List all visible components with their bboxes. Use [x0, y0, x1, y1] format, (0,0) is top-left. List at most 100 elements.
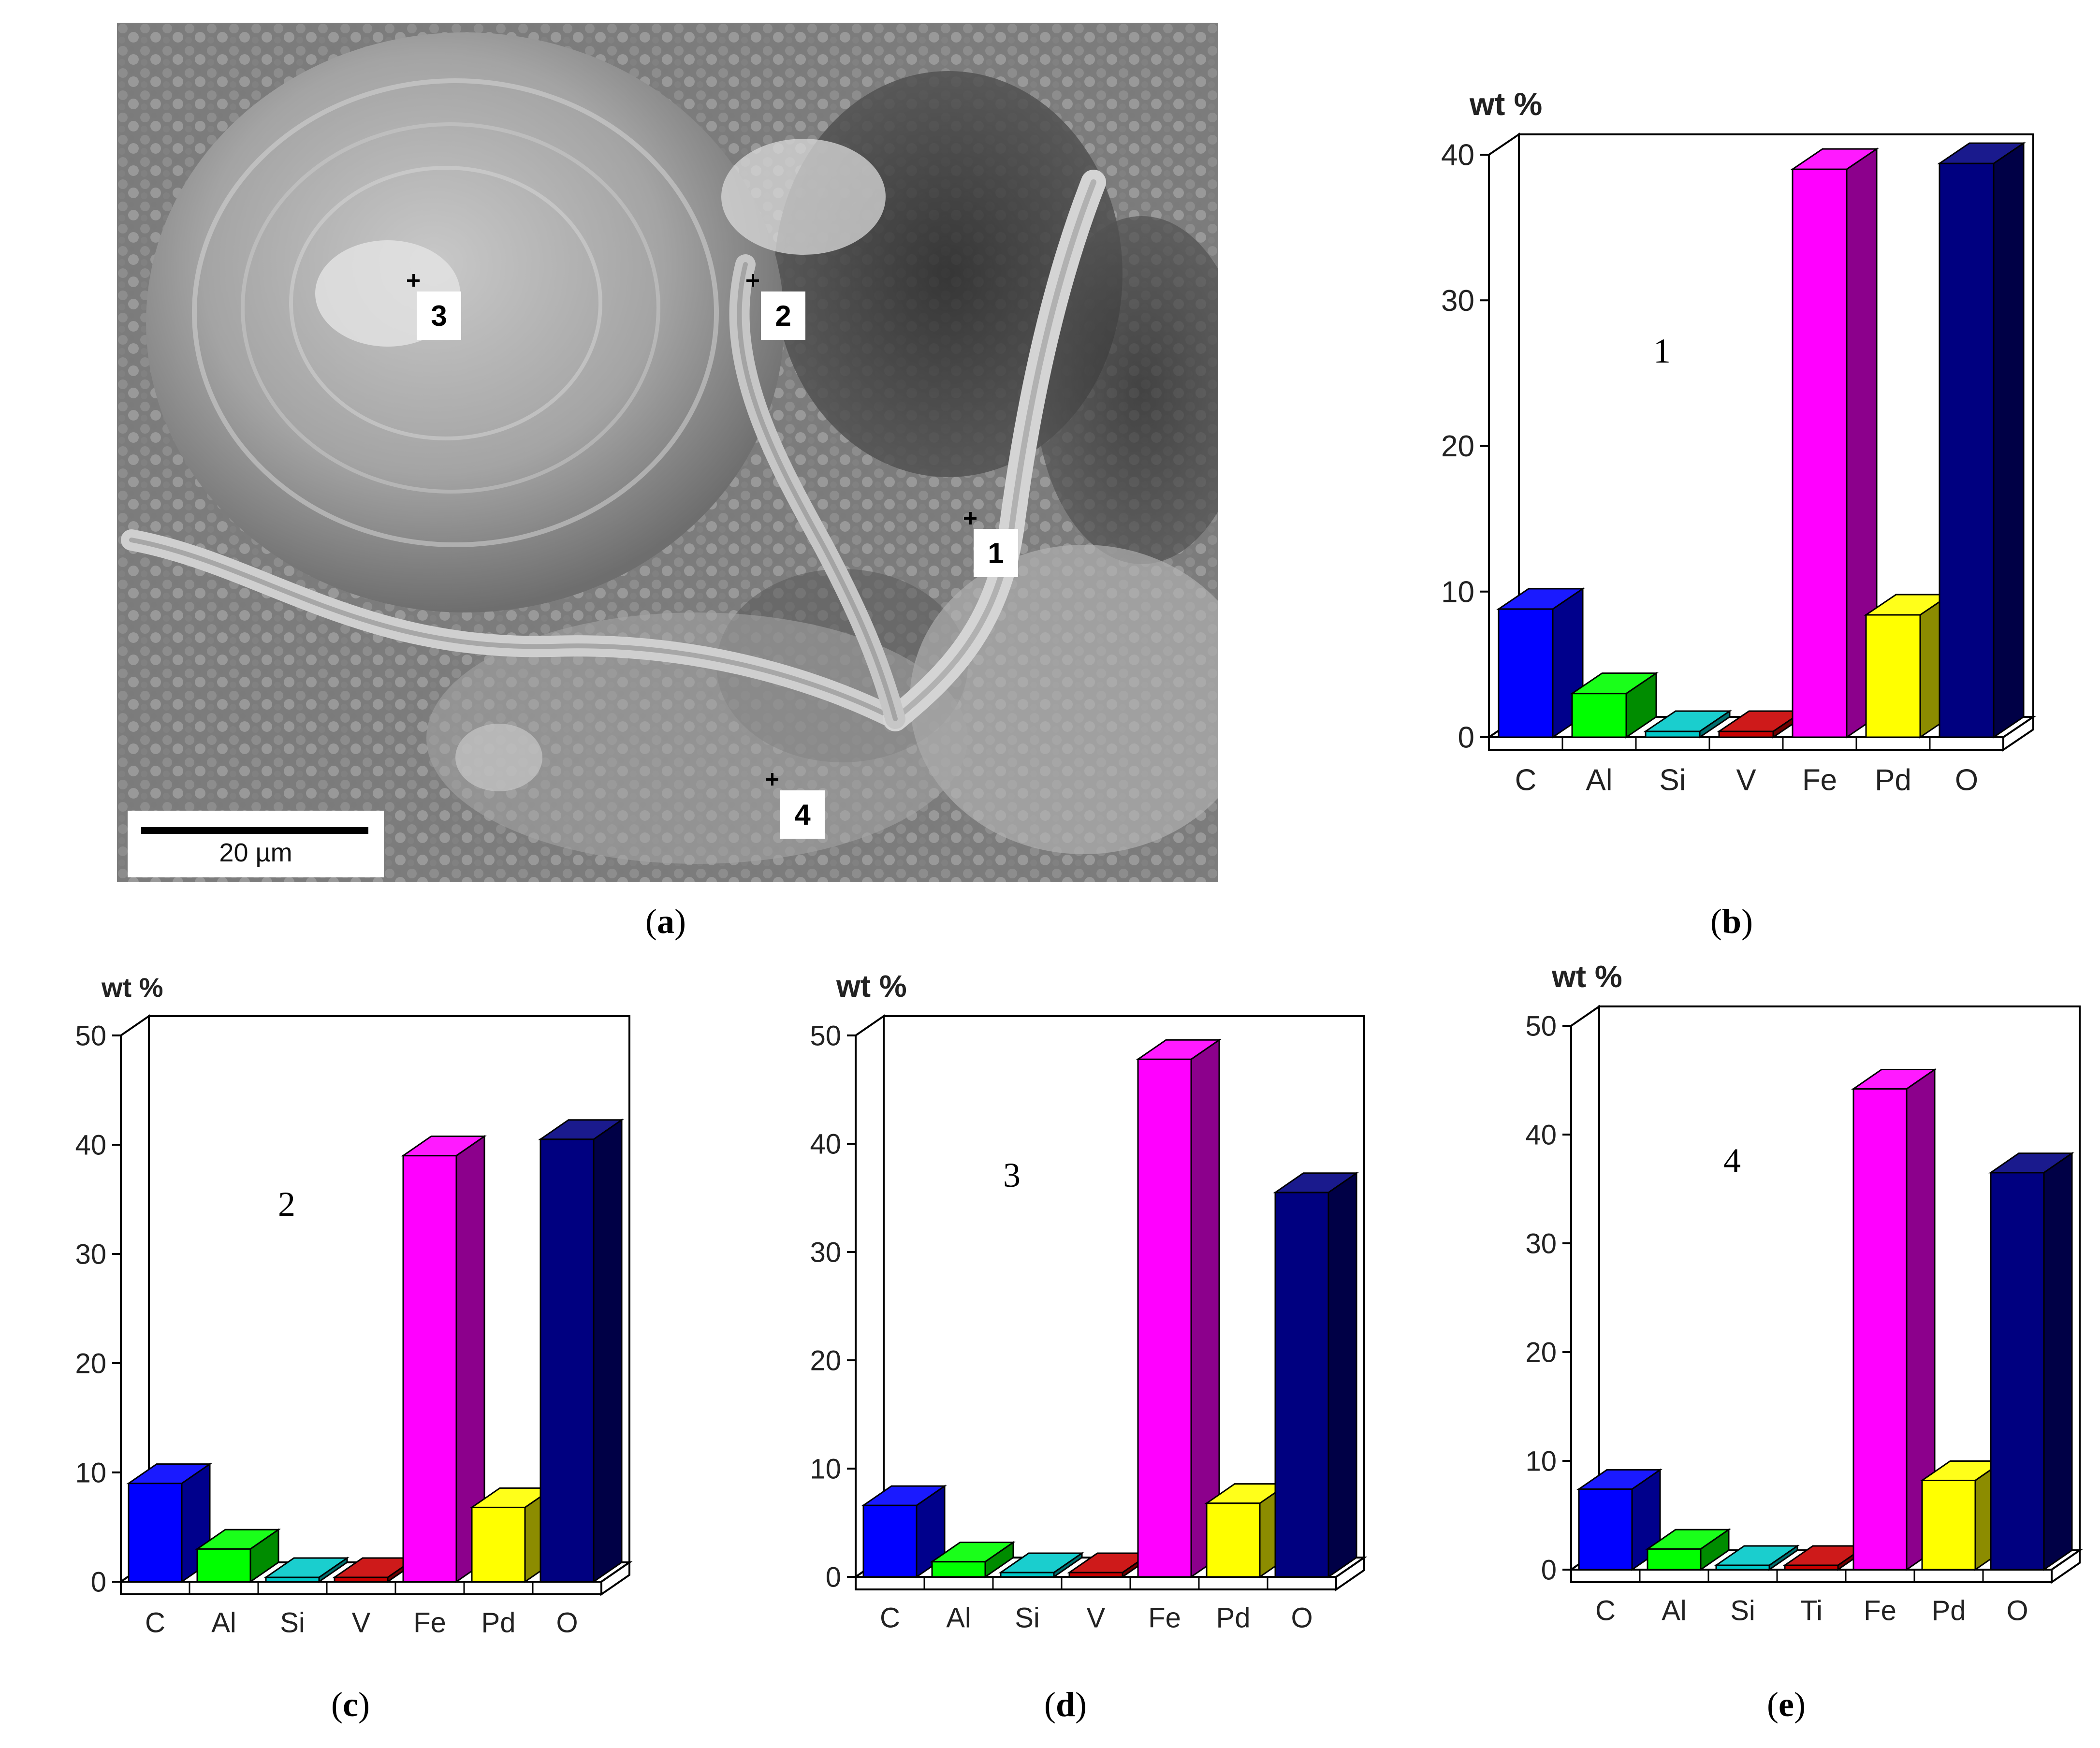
panel-label-d: (d)	[1044, 1685, 1087, 1724]
x-tick-label: Si	[1659, 764, 1686, 797]
y-tick-label: 0	[91, 1566, 106, 1598]
chart-e: 0 10 20 30 40 50 wt % C Al Si Ti Fe Pd O 4	[1487, 959, 2096, 1639]
bar-front	[1571, 693, 1627, 738]
scale-bar: 20 µm	[128, 811, 384, 877]
y-tick-label: 30	[1525, 1228, 1557, 1259]
left-wall	[855, 1014, 885, 1579]
y-tick-label: 20	[75, 1348, 106, 1379]
x-tick-label: Pd	[481, 1607, 516, 1638]
x-tick-label: Al	[211, 1607, 236, 1638]
bar-top	[1273, 1172, 1359, 1194]
scale-bar-line	[141, 827, 368, 834]
y-tick-label: 30	[1441, 284, 1474, 318]
bar-top	[1645, 1529, 1731, 1550]
bar-Pd	[1864, 593, 1953, 739]
y-tick-label: 0	[1541, 1554, 1557, 1586]
bar-Pd	[1920, 1459, 2006, 1571]
bar-C	[1496, 587, 1585, 739]
x-tick-label: C	[880, 1602, 900, 1633]
sem-micrograph: 1 2 3 4 20 µm	[117, 23, 1218, 882]
bar-O	[1937, 142, 2026, 739]
bar-top	[1790, 148, 1879, 170]
bar-top	[861, 1485, 947, 1506]
chart-e-svg: 0 10 20 30 40 50 wt % C Al Si Ti Fe Pd O 4	[1525, 959, 2083, 1626]
bar-top	[1988, 1152, 2074, 1174]
chart-c: 0 10 20 30 40 50 wt % C Al Si V Fe Pd O 2	[41, 972, 650, 1648]
chart-b-svg: 0 10 20 30 40 wt % C Al Si V Fe Pd O 1	[1441, 86, 2037, 797]
base-strip-side	[1335, 1556, 1365, 1591]
chart-d: 0 10 20 30 40 50 wt % C Al Si V Fe Pd O 3	[764, 967, 1373, 1644]
x-tick-label: Ti	[1800, 1595, 1823, 1626]
bar-front	[1137, 1058, 1192, 1578]
bar-Si	[263, 1557, 350, 1583]
bar-top	[126, 1463, 212, 1485]
bar-front	[1645, 730, 1701, 738]
bar-Si	[1643, 710, 1732, 739]
base-strip	[1488, 736, 2004, 751]
x-tick-label: Pd	[1216, 1602, 1251, 1633]
bar-front	[1865, 614, 1921, 738]
x-tick-label: O	[2006, 1595, 2028, 1626]
bar-top	[1570, 672, 1659, 695]
x-tick-label: V	[1736, 764, 1756, 797]
bar-Si	[998, 1552, 1084, 1578]
y-axis-label: wt %	[1551, 959, 1622, 994]
base-strip	[120, 1581, 602, 1595]
bar-top	[538, 1119, 624, 1140]
y-tick-label: 40	[75, 1129, 106, 1161]
bar-front	[1718, 730, 1774, 738]
chart-b: 0 10 20 30 40 wt % C Al Si V Fe Pd O 1	[1412, 77, 2040, 831]
base-strip-side	[2002, 715, 2034, 752]
bar-O	[538, 1118, 624, 1583]
bar-top	[1851, 1069, 1937, 1090]
panel-label-b: (b)	[1710, 902, 1753, 941]
bar-front	[862, 1504, 918, 1578]
bar-front	[1921, 1480, 1976, 1571]
base-strip	[855, 1576, 1337, 1590]
x-tick-label: Fe	[1148, 1602, 1181, 1633]
scale-bar-label: 20 µm	[219, 838, 292, 867]
bar-top	[263, 1557, 350, 1578]
marker-label-1: 1	[974, 529, 1018, 577]
bar-front	[402, 1155, 457, 1583]
x-tick-label: Si	[280, 1607, 305, 1638]
x-tick-label: V	[352, 1607, 371, 1638]
bar-front	[1792, 168, 1848, 738]
panel-label-c: (c)	[331, 1685, 370, 1724]
x-tick-label: V	[1087, 1602, 1106, 1633]
bar-Al	[1570, 671, 1659, 739]
base-strip	[1570, 1569, 2053, 1583]
y-tick-label: 30	[75, 1238, 106, 1270]
x-tick-label: Fe	[1802, 764, 1837, 797]
marker-cross-4	[766, 773, 778, 786]
bar-top	[1643, 710, 1732, 732]
marker-cross-2	[746, 274, 759, 287]
bar-top	[1496, 588, 1585, 610]
bar-top	[1576, 1469, 1662, 1490]
x-tick-label: O	[1291, 1602, 1312, 1633]
bar-front	[1578, 1488, 1633, 1571]
y-tick-label: 20	[1441, 430, 1474, 463]
chart-c-svg: 0 10 20 30 40 50 wt % C Al Si V Fe Pd O 2	[75, 972, 633, 1638]
y-tick-label: 30	[810, 1237, 841, 1268]
x-tick-label: Si	[1730, 1595, 1755, 1626]
y-tick-label: 40	[1441, 139, 1474, 172]
bar-C	[861, 1485, 947, 1578]
bar-front	[1990, 1172, 2045, 1571]
bar-side	[1993, 142, 2025, 739]
marker-cross-1	[964, 512, 977, 524]
bar-Al	[195, 1528, 281, 1583]
bar-front	[1939, 162, 1995, 738]
bar-top	[195, 1529, 281, 1550]
bar-front	[1852, 1088, 1908, 1571]
y-tick-label: 20	[810, 1345, 841, 1376]
bar-O	[1988, 1151, 2074, 1571]
x-tick-label: Al	[1662, 1595, 1687, 1626]
y-tick-label: 40	[1525, 1119, 1557, 1151]
panel-label-e: (e)	[1767, 1685, 1806, 1724]
x-tick-label: C	[1515, 764, 1537, 797]
y-axis-label: wt %	[836, 969, 907, 1004]
bar-side	[1327, 1171, 1357, 1578]
bar-front	[196, 1548, 251, 1583]
bar-top	[1136, 1039, 1222, 1060]
